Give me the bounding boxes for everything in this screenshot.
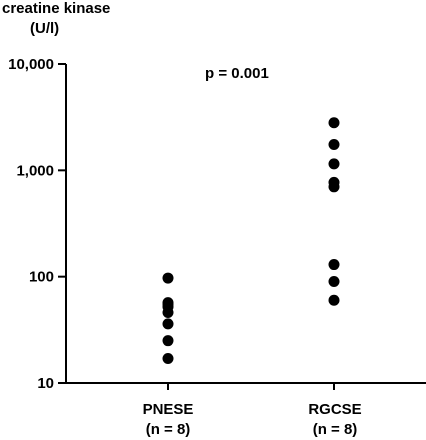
- data-point: [328, 117, 340, 129]
- x-category-name: RGCSE: [308, 401, 362, 418]
- y-tick-label: 1,000: [16, 162, 54, 179]
- x-category-n: (n = 8): [312, 421, 358, 438]
- p-value-annotation: p = 0.001: [205, 65, 269, 82]
- y-tick-label: 10: [37, 375, 54, 392]
- data-point: [328, 276, 340, 288]
- data-point: [328, 259, 340, 271]
- x-category-name: PNESE: [142, 401, 194, 418]
- y-tick-label: 10,000: [8, 56, 54, 73]
- x-category-n: (n = 8): [145, 421, 191, 438]
- data-point: [162, 318, 174, 330]
- data-point: [328, 138, 340, 150]
- data-point: [328, 181, 340, 193]
- y-axis-title-line1: creatine kinase: [2, 0, 111, 17]
- x-category-label-rgcse: RGCSE (n = 8): [275, 400, 395, 440]
- data-point: [162, 307, 174, 319]
- y-tick-label: 100: [29, 269, 54, 286]
- data-point: [162, 352, 174, 364]
- data-point: [328, 294, 340, 306]
- x-category-label-pnese: PNESE (n = 8): [108, 400, 228, 440]
- y-axis-title-line2: (U/l): [30, 20, 60, 37]
- data-point: [162, 272, 174, 284]
- data-point: [328, 158, 340, 170]
- data-point: [162, 298, 174, 310]
- data-point: [162, 335, 174, 347]
